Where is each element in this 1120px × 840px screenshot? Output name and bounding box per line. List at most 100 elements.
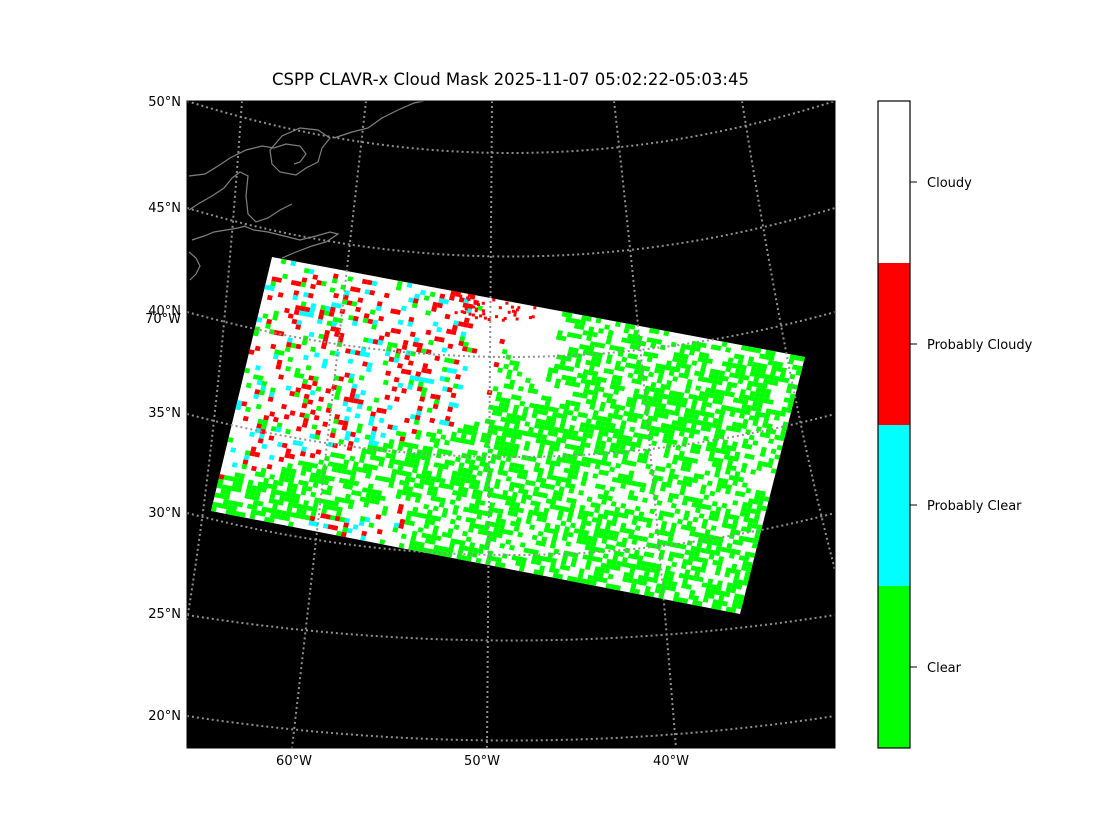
swath-pixel bbox=[408, 379, 415, 386]
swath-pixel bbox=[295, 280, 302, 287]
swath-pixel bbox=[357, 399, 364, 405]
swath-pixel bbox=[349, 392, 356, 399]
swath-pixel bbox=[351, 320, 358, 327]
swath-pixel bbox=[500, 397, 506, 403]
swath-pixel bbox=[617, 414, 624, 421]
swath-pixel bbox=[553, 568, 560, 574]
swath-pixel bbox=[652, 494, 659, 501]
swath-pixel bbox=[511, 413, 517, 420]
swath-pixel bbox=[530, 500, 537, 506]
swath-pixel bbox=[296, 508, 302, 514]
swath-pixel bbox=[770, 468, 777, 474]
swath-pixel bbox=[704, 529, 711, 535]
swath-pixel bbox=[631, 417, 638, 423]
swath-pixel bbox=[733, 475, 740, 482]
swath-pixel bbox=[457, 466, 464, 473]
swath-pixel bbox=[538, 467, 545, 474]
swath-pixel bbox=[592, 351, 599, 357]
swath-pixel bbox=[725, 386, 732, 392]
swath-pixel bbox=[469, 439, 476, 446]
swath-pixel bbox=[682, 598, 689, 604]
swath-pixel bbox=[285, 341, 292, 348]
swath-pixel bbox=[728, 455, 735, 461]
swath-pixel bbox=[775, 410, 782, 416]
swath-pixel bbox=[263, 415, 270, 421]
swath-pixel bbox=[712, 418, 719, 424]
swath-pixel bbox=[620, 483, 627, 489]
swath-pixel bbox=[748, 356, 755, 362]
swath-pixel bbox=[725, 567, 732, 573]
swath-pixel bbox=[507, 447, 514, 453]
swath-pixel bbox=[216, 483, 223, 489]
swath-pixel bbox=[586, 535, 593, 542]
swath-pixel bbox=[472, 489, 479, 495]
swath-pixel bbox=[493, 527, 500, 533]
swath-pixel bbox=[498, 401, 505, 408]
swath-pixel bbox=[681, 461, 688, 467]
swath-pixel bbox=[721, 502, 728, 509]
swath-pixel bbox=[438, 502, 445, 508]
swath-pixel bbox=[313, 376, 319, 382]
swath-pixel bbox=[625, 562, 632, 569]
swath-pixel bbox=[641, 497, 648, 503]
swath-pixel bbox=[461, 555, 467, 561]
swath-pixel bbox=[722, 517, 729, 524]
swath-pixel bbox=[301, 465, 308, 472]
swath-pixel bbox=[554, 461, 561, 467]
swath-pixel bbox=[759, 412, 766, 418]
swath-pixel bbox=[741, 403, 748, 410]
swath-pixel bbox=[576, 372, 583, 379]
swath-pixel bbox=[595, 420, 602, 426]
swath-pixel bbox=[567, 429, 574, 436]
swath-pixel bbox=[443, 420, 450, 426]
swath-pixel bbox=[667, 434, 674, 440]
swath-pixel bbox=[589, 423, 596, 430]
swath-pixel bbox=[279, 495, 285, 501]
swath-pixel bbox=[450, 475, 457, 481]
swath-pixel bbox=[559, 564, 566, 570]
swath-pixel bbox=[576, 333, 583, 340]
swath-pixel bbox=[239, 512, 246, 518]
swath-pixel bbox=[716, 462, 723, 469]
swath-pixel bbox=[243, 454, 250, 461]
swath-pixel bbox=[666, 580, 673, 586]
swath-pixel bbox=[666, 399, 673, 406]
swath-pixel bbox=[529, 480, 536, 487]
swath-pixel bbox=[678, 352, 684, 359]
swath-pixel bbox=[772, 360, 779, 367]
swath-pixel bbox=[464, 458, 471, 464]
swath-pixel bbox=[318, 459, 324, 465]
swath-pixel bbox=[551, 411, 558, 418]
swath-pixel bbox=[627, 553, 634, 559]
swath-pixel bbox=[560, 559, 567, 566]
swath-pixel bbox=[407, 442, 414, 449]
swath-pixel bbox=[625, 440, 632, 447]
swath-pixel bbox=[403, 480, 410, 487]
swath-pixel bbox=[315, 429, 322, 436]
swath-pixel bbox=[448, 421, 455, 427]
swath-pixel bbox=[257, 481, 264, 488]
swath-pixel bbox=[469, 542, 476, 548]
swath-pixel bbox=[349, 349, 356, 355]
swath-pixel bbox=[710, 525, 717, 531]
swath-pixel bbox=[648, 327, 655, 334]
swath-pixel bbox=[572, 391, 579, 397]
swath-pixel bbox=[430, 534, 437, 541]
swath-pixel bbox=[430, 393, 436, 400]
swath-pixel bbox=[699, 410, 706, 417]
swath-pixel bbox=[500, 518, 507, 525]
swath-pixel bbox=[304, 413, 310, 419]
swath-pixel bbox=[731, 441, 738, 447]
swath-pixel bbox=[613, 428, 620, 435]
swath-pixel bbox=[719, 448, 726, 455]
swath-pixel bbox=[592, 575, 599, 582]
swath-pixel bbox=[287, 337, 293, 343]
swath-pixel bbox=[438, 463, 445, 469]
swath-pixel bbox=[657, 393, 664, 399]
swath-pixel bbox=[693, 370, 700, 377]
swath-pixel bbox=[715, 345, 722, 351]
swath-pixel bbox=[569, 464, 576, 470]
swath-pixel bbox=[750, 366, 757, 373]
swath-pixel bbox=[560, 418, 567, 424]
swath-pixel bbox=[737, 359, 744, 365]
